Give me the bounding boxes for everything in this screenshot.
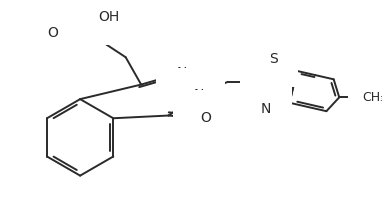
Text: N: N <box>177 66 187 80</box>
Text: CH₃: CH₃ <box>362 91 382 104</box>
Text: OH: OH <box>99 10 120 24</box>
Text: N: N <box>261 102 271 116</box>
Text: O: O <box>47 26 58 40</box>
Text: N: N <box>193 88 204 102</box>
Text: O: O <box>201 111 211 125</box>
Text: S: S <box>269 52 278 66</box>
